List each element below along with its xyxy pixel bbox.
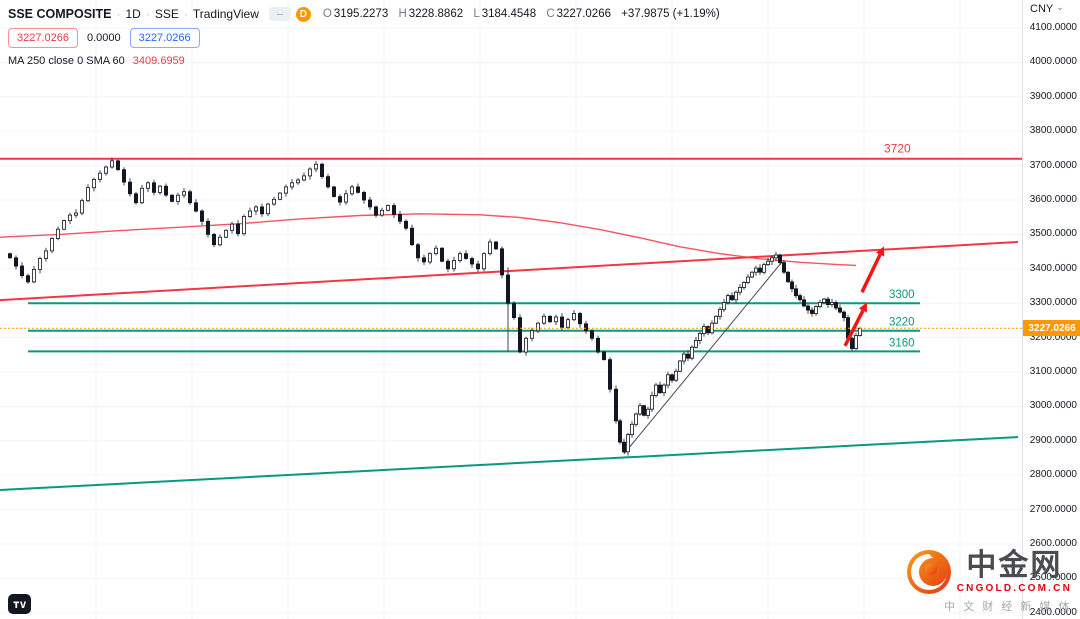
watermark-tagline: 中 文 财 经 新 媒 体 [944, 601, 1072, 613]
price-axis-label: 3400.0000 [1029, 262, 1077, 274]
high-value: 3228.8862 [408, 8, 464, 20]
up-arrow-drawing[interactable] [843, 302, 867, 347]
close-value: 3227.0266 [556, 8, 611, 20]
separator: · [116, 7, 121, 21]
low-label: L [473, 8, 480, 20]
chevron-down-icon: ⌄ [1056, 2, 1064, 12]
cngold-logo-icon [906, 550, 951, 594]
tradingview-logo-icon [13, 601, 27, 608]
separator: · [145, 7, 150, 21]
price-axis-label: 2600.0000 [1029, 538, 1077, 549]
timeframe-label[interactable]: 1D [125, 7, 141, 21]
support-label: 3300 [889, 289, 915, 301]
watermark-brand: 中金网 [966, 549, 1063, 582]
price-axis-label: 3000.0000 [1029, 400, 1077, 412]
price-axis-label: 3800.0000 [1029, 125, 1077, 137]
ma-indicator-value: 3409.6959 [132, 55, 185, 67]
low-value: 3184.4548 [481, 8, 537, 20]
price-axis-label: 2500.0000 [1029, 572, 1077, 584]
price-axis-label: 3300.0000 [1029, 297, 1077, 309]
price-axis[interactable]: CNY ⌄ 4100.0000 4000.0000 3900.0000 3800.00… [1022, 0, 1080, 619]
buy-price-box[interactable]: 3227.0266 [129, 28, 200, 48]
separator: · [183, 7, 188, 21]
price-axis-label: 3200.0000 [1029, 331, 1077, 343]
price-boxes-row: 3227.0266 0.0000 3227.0266 [8, 28, 720, 48]
spread-value: 0.0000 [87, 32, 121, 44]
green-ascending-trendline[interactable] [0, 436, 1019, 491]
price-axis-label: 4000.0000 [1029, 56, 1077, 68]
legend-toggle-icon[interactable]: ─ [268, 7, 291, 21]
trend-drawing-line[interactable] [623, 261, 783, 455]
cngold-watermark: 中金网 CNGOLD.COM.CN 中 文 财 经 新 媒 体 [906, 549, 1072, 614]
chart-legend: SSE COMPOSITE · 1D · SSE · TradingView ─… [8, 5, 720, 67]
support-label: 3160 [889, 337, 915, 349]
ma-line [0, 213, 857, 267]
currency-selector[interactable]: CNY ⌄ [1030, 2, 1064, 15]
watermark-top: 中金网 CNGOLD.COM.CN [906, 549, 1072, 595]
symbol-row: SSE COMPOSITE · 1D · SSE · TradingView ─… [8, 5, 720, 23]
price-axis-label: 3100.0000 [1029, 366, 1077, 377]
price-axis-label: 3700.0000 [1029, 159, 1077, 171]
price-axis-label: 3900.0000 [1029, 90, 1077, 102]
interval-badge[interactable]: D [295, 6, 311, 22]
indicator-row: MA 250 close 0 SMA 60 3409.6959 [8, 55, 720, 67]
currency-label: CNY [1030, 3, 1054, 15]
support-label: 3220 [889, 317, 915, 329]
price-axis-label: 2800.0000 [1029, 469, 1077, 481]
open-label: O [322, 8, 332, 20]
ma-indicator-label[interactable]: MA 250 close 0 SMA 60 [8, 55, 125, 67]
close-label: C [546, 8, 555, 20]
current-price-tag: 3227.0266 [1023, 320, 1080, 337]
ohlc-values: O 3195.2273 H 3228.8862 L 3184.4548 C 3227.0… [323, 8, 720, 20]
watermark-site: CNGOLD.COM.CN [956, 583, 1072, 594]
symbol-name[interactable]: SSE COMPOSITE [8, 7, 112, 21]
watermark-text: 中金网 CNGOLD.COM.CN [956, 549, 1072, 595]
price-axis-label: 4100.0000 [1029, 22, 1077, 33]
price-axis-label: 3500.0000 [1029, 228, 1077, 240]
tradingview-logo[interactable] [8, 594, 31, 614]
up-arrow-drawing[interactable] [860, 246, 885, 293]
price-axis-label: 2700.0000 [1029, 503, 1077, 515]
high-label: H [398, 8, 407, 20]
resistance-label: 3720 [884, 142, 911, 156]
sell-price-box[interactable]: 3227.0266 [8, 28, 78, 48]
price-axis-label: 3600.0000 [1029, 194, 1077, 205]
price-axis-label: 2900.0000 [1029, 434, 1077, 446]
candlestick-series[interactable] [7, 158, 863, 456]
grid-lines [0, 0, 1022, 619]
chart-source-label: TradingView [192, 7, 259, 21]
exchange-label[interactable]: SSE [154, 7, 179, 21]
open-value: 3195.2273 [333, 8, 389, 20]
change-value: +37.9875 (+1.19%) [621, 8, 720, 20]
price-axis-label: 2400.0000 [1029, 606, 1077, 618]
red-ascending-trendline[interactable] [0, 240, 1019, 302]
